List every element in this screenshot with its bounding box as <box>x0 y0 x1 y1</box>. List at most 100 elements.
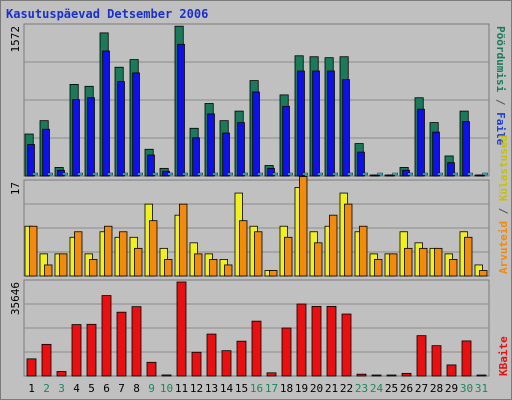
bar-kbaite-18 <box>281 327 292 377</box>
x-tick-label: 13 <box>205 382 218 395</box>
bar-kbaite-marker-29 <box>452 172 458 176</box>
bar-kbaite-14 <box>221 350 232 377</box>
x-tick-label: 31 <box>475 382 488 395</box>
x-tick-label: 17 <box>265 382 278 395</box>
bar-kbaite-marker-30 <box>467 172 473 176</box>
bar-kbaite-marker-31 <box>482 172 488 176</box>
bar-faile-15 <box>237 122 245 177</box>
bar-arvuteid-26 <box>404 247 413 277</box>
bar-arvuteid-16 <box>254 231 263 277</box>
bar-kbaite-marker-7 <box>122 172 128 176</box>
bar-faile-13 <box>207 113 215 177</box>
bar-arvuteid-14 <box>224 264 233 277</box>
bar-arvuteid-21 <box>329 214 338 277</box>
x-tick-label: 16 <box>250 382 263 395</box>
bar-kbaite-marker-4 <box>77 172 83 176</box>
bar-kbaite-marker-11 <box>182 172 188 176</box>
bar-kbaite-19 <box>296 303 307 377</box>
x-tick-label: 6 <box>103 382 110 395</box>
legend-arvuteid: Arvuteid <box>497 221 510 274</box>
x-tick-label: 23 <box>355 382 368 395</box>
bar-faile-18 <box>282 105 290 177</box>
bar-arvuteid-13 <box>209 259 218 277</box>
bar-faile-14 <box>222 132 230 177</box>
bar-arvuteid-25 <box>389 253 398 277</box>
bar-faile-25 <box>387 174 395 177</box>
bar-kbaite-23 <box>356 373 367 377</box>
x-tick-label: 2 <box>43 382 50 395</box>
bar-faile-21 <box>327 70 335 177</box>
bar-kbaite-25 <box>386 374 397 377</box>
bar-faile-5 <box>87 97 95 177</box>
bar-arvuteid-19 <box>299 176 308 277</box>
chart-title: Kasutuspäevad Detsember 2006 <box>6 7 209 21</box>
x-tick-label: 4 <box>73 382 80 395</box>
bar-faile-28 <box>432 131 440 177</box>
x-tick-label: 24 <box>370 382 384 395</box>
bar-kbaite-marker-2 <box>47 172 53 176</box>
legend-poordumisi: Pöördumisi <box>494 26 507 93</box>
bar-kbaite-7 <box>116 311 127 377</box>
bar-arvuteid-1 <box>29 225 38 277</box>
bar-faile-6 <box>102 50 110 177</box>
bar-kbaite-marker-19 <box>302 172 308 176</box>
bar-faile-22 <box>342 79 350 177</box>
bar-kbaite-marker-15 <box>242 172 248 176</box>
x-tick-label: 10 <box>160 382 173 395</box>
bar-kbaite-2 <box>41 343 52 377</box>
legend-kbaite: KBaite <box>497 336 510 376</box>
bar-faile-12 <box>192 137 200 177</box>
x-tick-label: 25 <box>385 382 398 395</box>
bar-faile-20 <box>312 70 320 177</box>
x-tick-label: 8 <box>133 382 140 395</box>
bar-kbaite-marker-5 <box>92 172 98 176</box>
bar-faile-11 <box>177 43 185 177</box>
bar-faile-9 <box>147 154 155 177</box>
bar-kbaite-29 <box>446 364 457 377</box>
x-tick-label: 27 <box>415 382 428 395</box>
bar-arvuteid-22 <box>344 203 353 277</box>
bar-arvuteid-2 <box>44 264 53 277</box>
bar-kbaite-marker-23 <box>362 172 368 176</box>
bar-faile-30 <box>462 121 470 177</box>
bar-faile-4 <box>72 99 80 177</box>
bar-kbaite-marker-16 <box>257 172 263 176</box>
bar-faile-27 <box>417 108 425 177</box>
bar-kbaite-marker-6 <box>107 172 113 176</box>
bar-kbaite-10 <box>161 374 172 377</box>
legend-sep: / <box>494 92 507 112</box>
x-tick-label: 30 <box>460 382 473 395</box>
x-tick-label: 15 <box>235 382 248 395</box>
bar-kbaite-marker-21 <box>332 172 338 176</box>
bar-kbaite-8 <box>131 306 142 377</box>
legend-sep: / <box>497 201 510 221</box>
bar-faile-1 <box>27 144 35 177</box>
bar-arvuteid-11 <box>179 203 188 277</box>
legend-faile: Faile <box>494 112 507 145</box>
bar-kbaite-3 <box>56 371 67 377</box>
bar-kbaite-4 <box>71 324 82 377</box>
bar-kbaite-12 <box>191 351 202 377</box>
legend-top: Pöördumisi / Faile <box>494 26 507 146</box>
bar-arvuteid-27 <box>419 247 428 277</box>
bar-kbaite-9 <box>146 361 157 377</box>
x-tick-label: 20 <box>310 382 323 395</box>
bar-kbaite-27 <box>416 335 427 377</box>
bar-kbaite-21 <box>326 305 337 377</box>
bar-faile-2 <box>42 128 50 177</box>
bar-faile-29 <box>447 162 455 177</box>
bar-arvuteid-7 <box>119 231 128 277</box>
bar-arvuteid-4 <box>74 231 83 277</box>
bar-kbaite-24 <box>371 374 382 377</box>
bar-arvuteid-8 <box>134 247 143 277</box>
bar-kbaite-marker-3 <box>62 172 68 176</box>
bar-kbaite-marker-12 <box>197 172 203 176</box>
bar-arvuteid-18 <box>284 236 293 277</box>
x-tick-label: 12 <box>190 382 203 395</box>
bar-kbaite-17 <box>266 372 277 377</box>
bar-arvuteid-12 <box>194 253 203 277</box>
bar-kbaite-16 <box>251 320 262 377</box>
bar-kbaite-11 <box>176 281 187 377</box>
x-tick-label: 7 <box>118 382 125 395</box>
